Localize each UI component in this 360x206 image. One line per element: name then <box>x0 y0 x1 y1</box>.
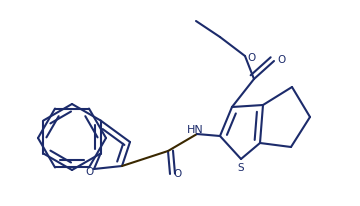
Text: O: O <box>278 55 286 65</box>
Text: O: O <box>85 166 93 176</box>
Text: O: O <box>174 168 182 178</box>
Text: O: O <box>248 53 256 63</box>
Text: S: S <box>238 162 244 172</box>
Text: HN: HN <box>186 124 203 134</box>
